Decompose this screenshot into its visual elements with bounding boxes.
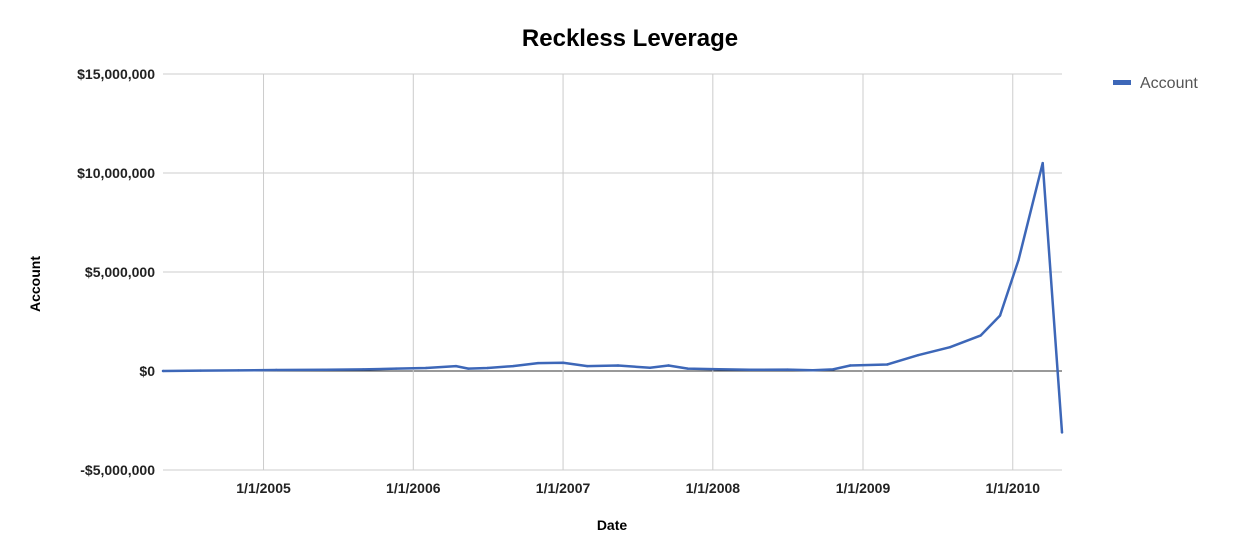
data-point — [1017, 258, 1020, 262]
data-point — [886, 363, 889, 366]
x-tick-label: 1/1/2007 — [536, 480, 591, 496]
data-point — [467, 367, 470, 370]
legend: Account — [1113, 75, 1198, 92]
data-point — [916, 354, 920, 357]
data-point — [237, 369, 240, 372]
data-point — [849, 364, 852, 367]
y-tick-label: -$5,000,000 — [80, 462, 155, 478]
data-point — [275, 368, 278, 372]
y-tick-label: $15,000,000 — [77, 66, 155, 82]
data-point — [424, 366, 428, 370]
data-point — [616, 364, 620, 367]
data-point — [362, 368, 365, 371]
data-point — [199, 369, 202, 372]
x-tick-label: 1/1/2005 — [236, 480, 291, 496]
x-tick-label: 1/1/2009 — [836, 480, 891, 496]
x-tick-label: 1/1/2006 — [386, 480, 441, 496]
series-line-account — [161, 161, 1064, 434]
data-point — [561, 361, 565, 364]
y-tick-label: $10,000,000 — [77, 165, 155, 181]
data-point — [948, 346, 952, 349]
grid — [163, 73, 1062, 471]
data-point — [454, 364, 458, 368]
data-point — [811, 369, 815, 372]
data-point — [536, 361, 540, 365]
data-point — [667, 364, 670, 367]
y-tick-label: $5,000,000 — [85, 264, 155, 280]
y-axis-ticks: -$5,000,000 $0 $5,000,000 $10,000,000 $15,00… — [77, 66, 155, 478]
data-point — [1060, 431, 1064, 434]
data-point — [749, 368, 752, 371]
legend-swatch — [1113, 80, 1131, 85]
series-layer — [161, 161, 1064, 434]
y-tick-label: $0 — [139, 363, 155, 379]
chart-title: Reckless Leverage — [522, 25, 738, 52]
data-point — [831, 368, 835, 371]
y-axis-title: Account — [27, 256, 43, 312]
x-axis-ticks: 1/1/2005 1/1/2006 1/1/2007 1/1/2008 1/1/2009… — [236, 480, 1040, 496]
data-point — [511, 364, 515, 368]
x-tick-label: 1/1/2010 — [986, 480, 1041, 496]
data-point — [161, 369, 165, 373]
data-point — [324, 368, 327, 371]
data-point — [648, 366, 652, 369]
legend-label: Account — [1140, 75, 1198, 92]
x-axis-title: Date — [597, 517, 628, 533]
data-point — [1041, 161, 1044, 165]
data-point — [998, 314, 1002, 317]
data-point — [717, 368, 720, 371]
data-point — [786, 368, 789, 371]
data-point — [979, 334, 982, 337]
x-tick-label: 1/1/2008 — [686, 480, 741, 496]
data-point — [586, 364, 589, 368]
data-point — [486, 366, 489, 370]
data-point — [686, 367, 689, 370]
data-point — [394, 367, 398, 370]
